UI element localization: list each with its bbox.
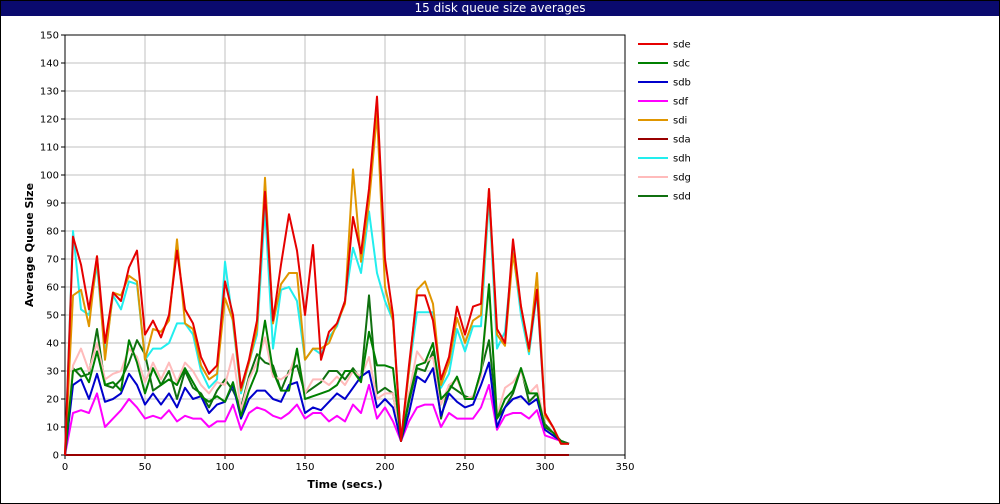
- y-tick-label: 100: [40, 171, 59, 182]
- y-tick-label: 30: [46, 367, 59, 378]
- legend-label-sdd: sdd: [673, 192, 691, 203]
- grid-lines: [64, 34, 626, 456]
- y-tick-label: 140: [40, 59, 59, 70]
- plot-area: [64, 34, 626, 456]
- y-axis-label: Average Queue Size: [23, 183, 36, 307]
- y-tick-label: 70: [46, 255, 59, 266]
- tick-labels: 0 10 20 30 40 50 60 70 80 90 100 110 120 130 140 150 0 50…: [40, 31, 635, 474]
- legend-label-sdg: sdg: [673, 173, 691, 184]
- y-tick-label: 0: [53, 451, 59, 462]
- legend-label-sde: sde: [673, 40, 691, 51]
- y-tick-label: 20: [46, 395, 59, 406]
- series-line-sdb: [64, 361, 570, 456]
- y-tick-label: 50: [46, 311, 59, 322]
- x-tick-label: 50: [139, 462, 152, 473]
- legend-label-sdh: sdh: [673, 154, 691, 165]
- series-line-sdf: [64, 384, 570, 456]
- y-tick-label: 60: [46, 283, 59, 294]
- x-tick-label: 100: [215, 462, 234, 473]
- x-tick-label: 200: [375, 462, 394, 473]
- x-tick-label: 350: [615, 462, 634, 473]
- legend-label-sdi: sdi: [673, 116, 687, 127]
- y-tick-label: 90: [46, 199, 59, 210]
- legend-label-sda: sda: [673, 135, 691, 146]
- x-tick-label: 300: [535, 462, 554, 473]
- y-tick-label: 150: [40, 31, 59, 42]
- legend-label-sdb: sdb: [673, 78, 691, 89]
- y-tick-label: 120: [40, 115, 59, 126]
- legend: sde sdc sdb sdf sdi sda sdh sdg sdd: [638, 40, 691, 203]
- y-tick-label: 130: [40, 87, 59, 98]
- x-tick-label: 250: [455, 462, 474, 473]
- y-tick-label: 80: [46, 227, 59, 238]
- series-line-sdc: [64, 283, 570, 456]
- chart-title: 15 disk queue size averages: [1, 1, 999, 16]
- y-tick-label: 40: [46, 339, 59, 350]
- y-tick-label: 110: [40, 143, 59, 154]
- x-tick-label: 150: [295, 462, 314, 473]
- legend-label-sdf: sdf: [673, 97, 689, 108]
- legend-label-sdc: sdc: [673, 59, 690, 70]
- series-line-sde: [64, 95, 569, 456]
- x-tick-label: 0: [62, 462, 68, 473]
- y-tick-label: 10: [46, 423, 59, 434]
- series-lines: [64, 95, 570, 456]
- x-axis-label: Time (secs.): [307, 478, 382, 491]
